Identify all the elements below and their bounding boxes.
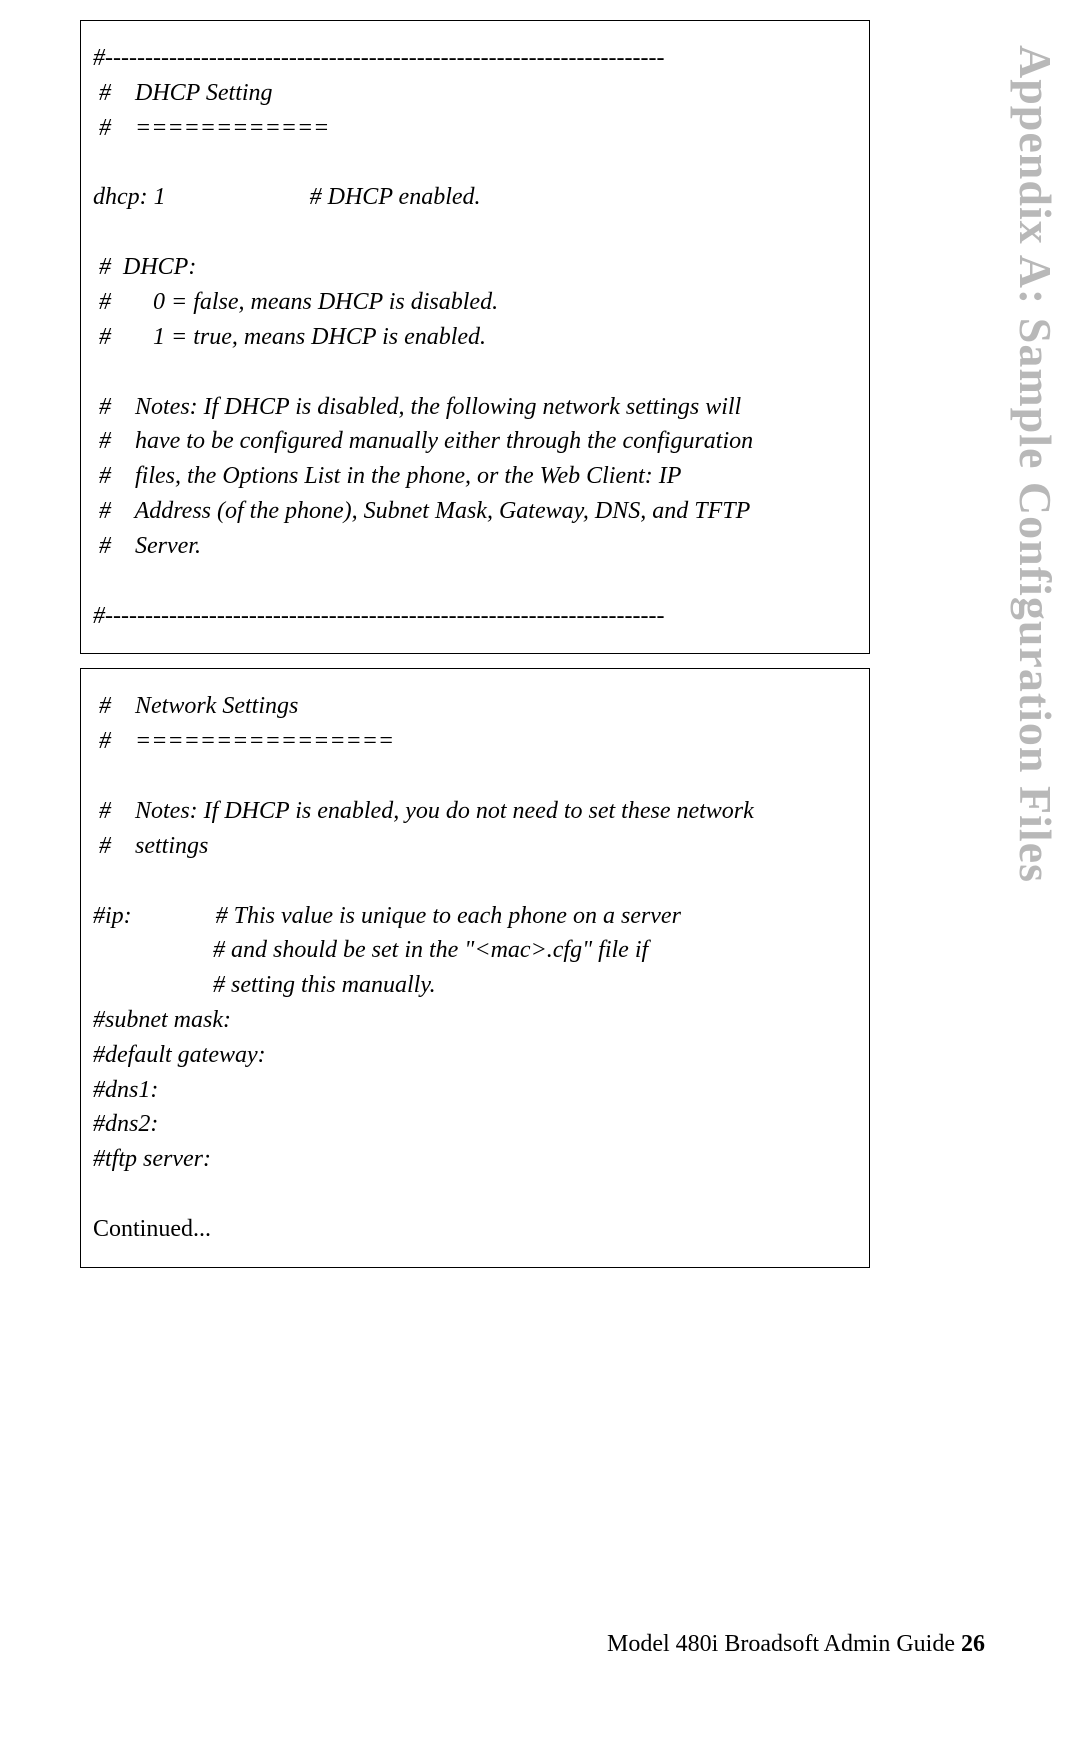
config-text: #dns2: [93, 1107, 849, 1142]
config-text: # Notes: If DHCP is enabled, you do not … [93, 794, 849, 829]
page-footer: Model 480i Broadsoft Admin Guide 26 [607, 1631, 985, 1658]
config-text: # have to be configured manually either … [93, 424, 849, 459]
config-text: # settings [93, 829, 849, 864]
config-text: #---------------------------------------… [93, 41, 849, 76]
config-text: #---------------------------------------… [93, 599, 849, 634]
config-text: #tftp server: [93, 1142, 849, 1177]
footer-text: Model 480i Broadsoft Admin Guide [607, 1631, 961, 1657]
config-text: #ip: # This value is unique to each phon… [93, 899, 849, 934]
config-text: # Notes: If DHCP is disabled, the follow… [93, 390, 849, 425]
config-text: # ============ [93, 111, 849, 146]
config-text: # and should be set in the "<mac>.cfg" f… [93, 933, 849, 968]
config-text: # Network Settings [93, 689, 849, 724]
config-text: # ================ [93, 724, 849, 759]
config-text: # 1 = true, means DHCP is enabled. [93, 320, 849, 355]
config-text: # setting this manually. [93, 968, 849, 1003]
config-text: # Address (of the phone), Subnet Mask, G… [93, 494, 849, 529]
config-text: #subnet mask: [93, 1003, 849, 1038]
continued-text: Continued... [93, 1212, 849, 1247]
config-text: # Server. [93, 529, 849, 564]
page-content: #---------------------------------------… [80, 20, 870, 1268]
config-text: #default gateway: [93, 1038, 849, 1073]
config-text: # DHCP Setting [93, 76, 849, 111]
network-settings-box: # Network Settings # ================ # … [80, 668, 870, 1267]
page-number: 26 [961, 1631, 985, 1657]
dhcp-setting-box: #---------------------------------------… [80, 20, 870, 654]
config-text: # DHCP: [93, 250, 849, 285]
config-text: # 0 = false, means DHCP is disabled. [93, 285, 849, 320]
config-text: #dns1: [93, 1073, 849, 1108]
config-text: dhcp: 1 # DHCP enabled. [93, 180, 849, 215]
config-text: # files, the Options List in the phone, … [93, 459, 849, 494]
sidebar-appendix-title: Appendix A: Sample Configuration Files [1009, 45, 1062, 883]
